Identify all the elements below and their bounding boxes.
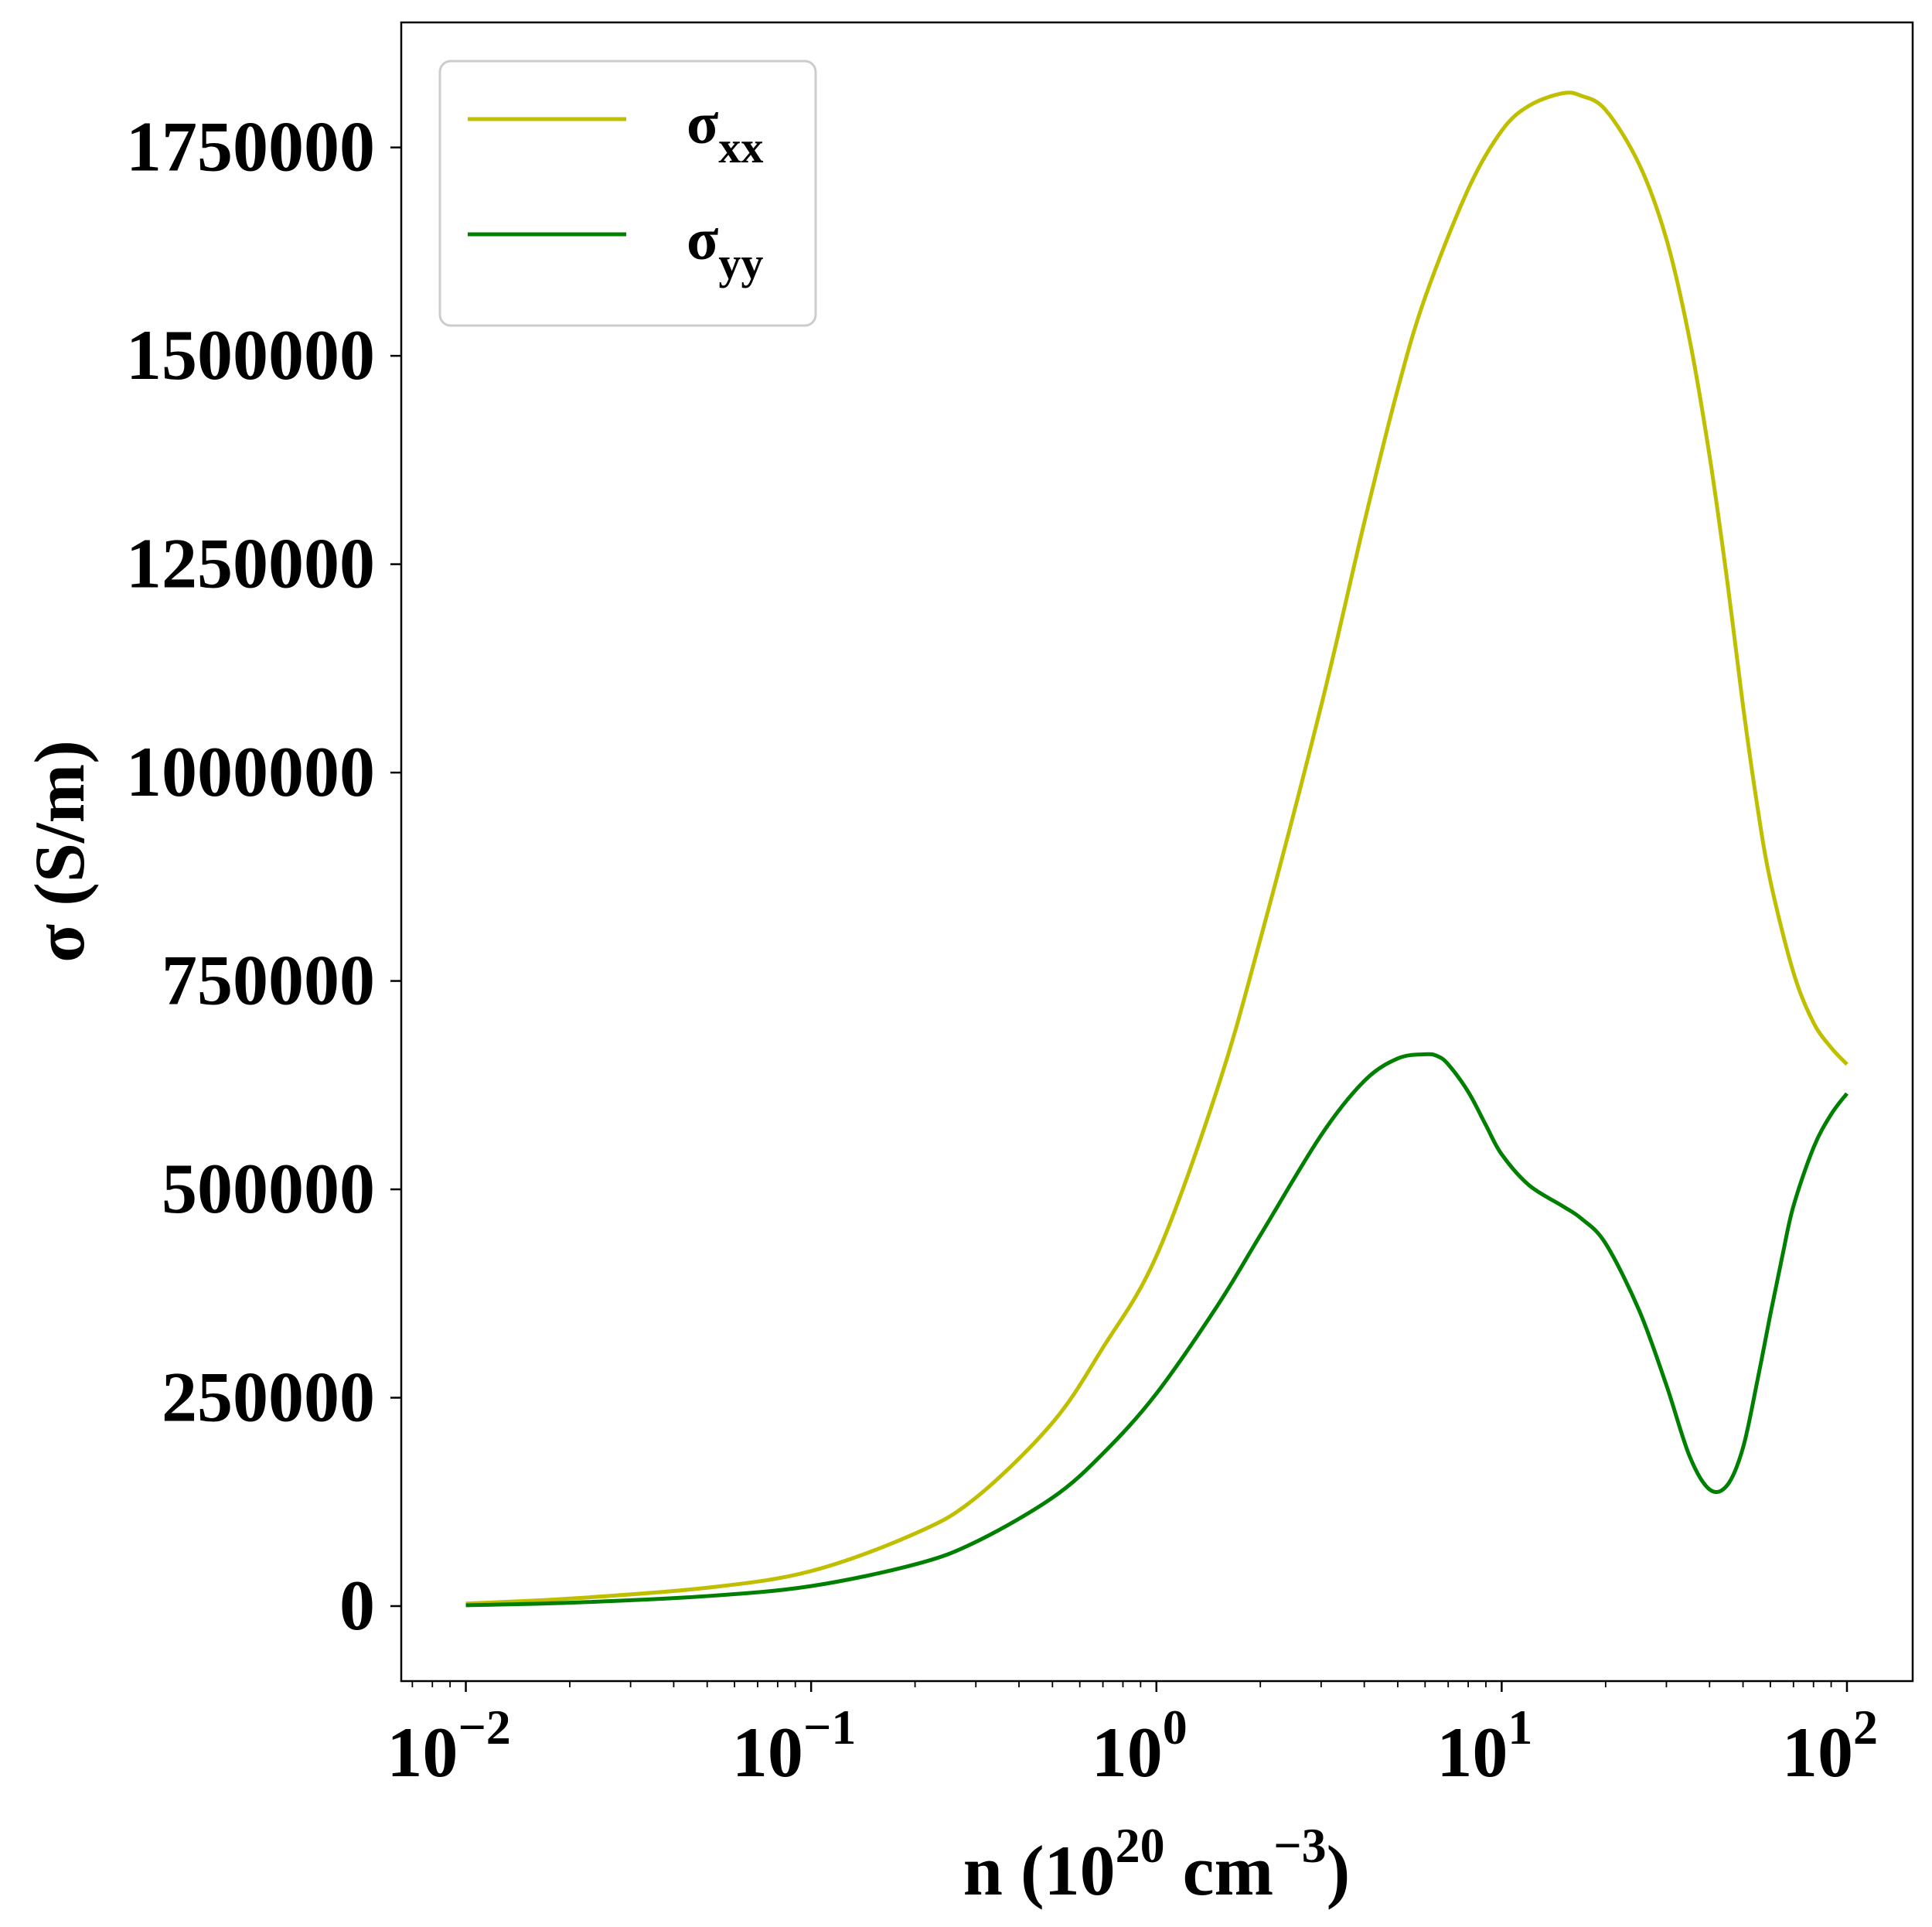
legend-symbol-sigma-xx: σ: [687, 91, 718, 156]
x-tick-label-1: 10−1: [732, 1700, 856, 1792]
y-tick-label-0: 0: [339, 1566, 375, 1645]
legend-label-sigma-yy: σyy: [687, 207, 763, 288]
legend-subscript-yy: yy: [718, 238, 763, 288]
sigma-xx-line: [465, 90, 1849, 1606]
x-axis-ticks: 10−2 10−1 100 101 102: [387, 1681, 1878, 1792]
y-tick-label-7: 1750000: [126, 107, 375, 186]
y-axis-ticks: 0 250000 500000 750000 1000000 1250000 1500000…: [126, 107, 401, 1645]
x-tick-label-base-3: 10: [1436, 1713, 1508, 1792]
x-tick-label-exponent-0: −2: [458, 1700, 510, 1755]
y-tick-label-6: 1500000: [126, 315, 375, 394]
x-axis-label-base: n (10: [963, 1831, 1116, 1910]
x-tick-label-0: 10−2: [387, 1700, 510, 1792]
y-axis-label: σ (S/m): [20, 740, 99, 963]
x-tick-label-exponent-4: 2: [1853, 1700, 1878, 1755]
x-axis-label-unit: cm: [1165, 1831, 1273, 1910]
x-tick-label-exponent-3: 1: [1508, 1700, 1532, 1755]
x-axis-label: n (1020 cm−3): [963, 1818, 1350, 1910]
x-tick-label-4: 102: [1782, 1700, 1878, 1792]
x-tick-label-base-0: 10: [387, 1713, 458, 1792]
legend-symbol-sigma-yy: σ: [687, 207, 718, 272]
legend-subscript-xx: xx: [718, 122, 763, 172]
x-tick-label-base-2: 10: [1092, 1713, 1163, 1792]
legend: σxx σyy: [438, 60, 817, 327]
y-tick-label-1: 250000: [162, 1358, 375, 1437]
x-axis-label-exponent-minus-3: −3: [1273, 1818, 1326, 1873]
y-tick-label-5: 1250000: [126, 524, 375, 603]
x-axis-label-exponent-20: 20: [1116, 1818, 1165, 1873]
x-tick-label-base-1: 10: [732, 1713, 803, 1792]
plot-frame: [400, 21, 1914, 1683]
x-tick-label-3: 101: [1436, 1700, 1532, 1792]
y-tick-label-3: 750000: [162, 941, 375, 1020]
sigma-yy-line: [465, 1052, 1849, 1608]
plot-lines: [465, 90, 1849, 1608]
legend-label-sigma-xx: σxx: [687, 91, 763, 172]
x-axis-label-close: ): [1327, 1831, 1351, 1910]
x-tick-label-exponent-2: 0: [1163, 1700, 1187, 1755]
x-tick-label-2: 100: [1092, 1700, 1187, 1792]
x-tick-label-exponent-1: −1: [803, 1700, 856, 1755]
x-tick-label-base-4: 10: [1782, 1713, 1853, 1792]
y-tick-label-4: 1000000: [126, 732, 375, 811]
y-tick-label-2: 500000: [162, 1149, 375, 1228]
legend-box: [438, 60, 817, 327]
